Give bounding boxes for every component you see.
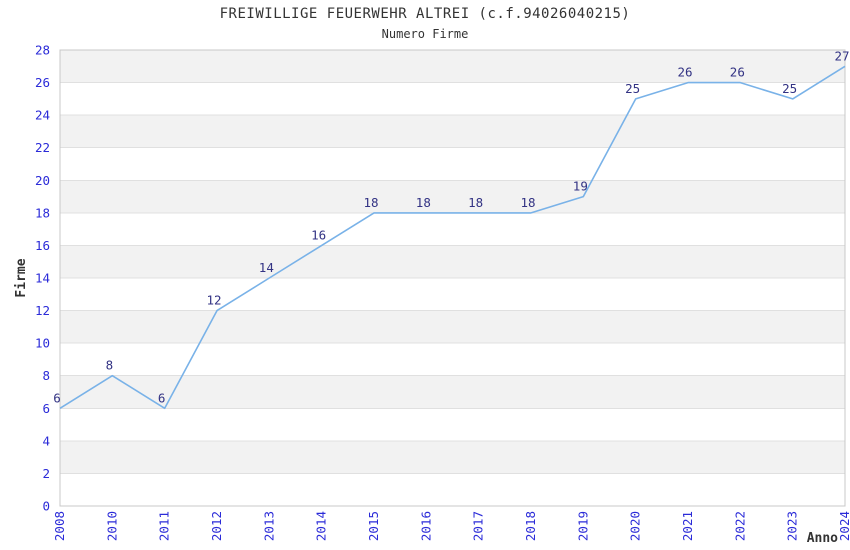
x-tick-label: 2012 <box>209 511 224 541</box>
x-tick-label: 2019 <box>575 511 590 541</box>
data-label: 6 <box>53 390 61 405</box>
y-tick-label: 22 <box>35 140 50 155</box>
y-tick-label: 12 <box>35 303 50 318</box>
x-tick-label: 2020 <box>628 511 643 541</box>
x-tick-label: 2010 <box>104 511 119 541</box>
data-label: 18 <box>520 195 535 210</box>
data-label: 12 <box>206 293 221 308</box>
y-tick-label: 18 <box>35 205 50 220</box>
x-tick-label: 2013 <box>261 511 276 541</box>
grid-band <box>60 50 845 83</box>
x-tick-label: 2016 <box>418 511 433 541</box>
data-label: 19 <box>573 179 588 194</box>
data-label: 25 <box>625 81 640 96</box>
data-label: 18 <box>363 195 378 210</box>
y-tick-label: 10 <box>35 336 50 351</box>
x-axis-title: Anno <box>807 531 838 546</box>
data-label: 25 <box>782 81 797 96</box>
y-axis-title: Firme <box>14 258 29 297</box>
data-line <box>59 65 846 410</box>
y-tick-label: 24 <box>35 108 50 123</box>
x-tick-label: 2018 <box>523 511 538 541</box>
x-tick-label: 2015 <box>366 511 381 541</box>
y-tick-label: 26 <box>35 75 50 90</box>
y-tick-label: 0 <box>42 499 50 514</box>
grid-band <box>60 375 845 409</box>
data-label: 26 <box>730 65 745 80</box>
y-tick-label: 14 <box>35 271 50 286</box>
plot-border <box>59 49 846 507</box>
chart-subtitle: Numero Firme <box>381 27 469 41</box>
y-tick-label: 16 <box>35 238 50 253</box>
data-label: 16 <box>311 227 326 242</box>
y-tick-label: 8 <box>42 368 50 383</box>
x-tick-label: 2011 <box>157 511 172 541</box>
x-tick-label: 2022 <box>732 511 747 541</box>
y-tick-label: 20 <box>35 173 50 188</box>
x-tick-label: 2021 <box>680 511 695 541</box>
data-label: 27 <box>834 48 849 63</box>
grid-band <box>60 440 845 474</box>
y-tick-label: 6 <box>42 401 50 416</box>
y-tick-label: 2 <box>42 466 50 481</box>
y-tick-label: 4 <box>42 433 50 448</box>
x-tick-label: 2008 <box>52 511 67 541</box>
chart-title: FREIWILLIGE FEUERWEHR ALTREI (c.f.940260… <box>219 6 631 22</box>
grid-band <box>60 310 845 344</box>
data-label: 18 <box>416 195 431 210</box>
x-tick-label: 2017 <box>471 511 486 541</box>
grid-band <box>60 115 845 148</box>
data-label: 8 <box>106 358 114 373</box>
data-label: 6 <box>158 390 166 405</box>
grid-band <box>60 180 845 213</box>
data-label: 14 <box>259 260 274 275</box>
grid-band <box>60 245 845 278</box>
x-tick-label: 2024 <box>837 511 850 541</box>
x-tick-label: 2023 <box>785 511 800 541</box>
data-label: 26 <box>677 65 692 80</box>
x-tick-label: 2014 <box>314 511 329 541</box>
data-label: 18 <box>468 195 483 210</box>
y-tick-label: 28 <box>35 43 50 58</box>
